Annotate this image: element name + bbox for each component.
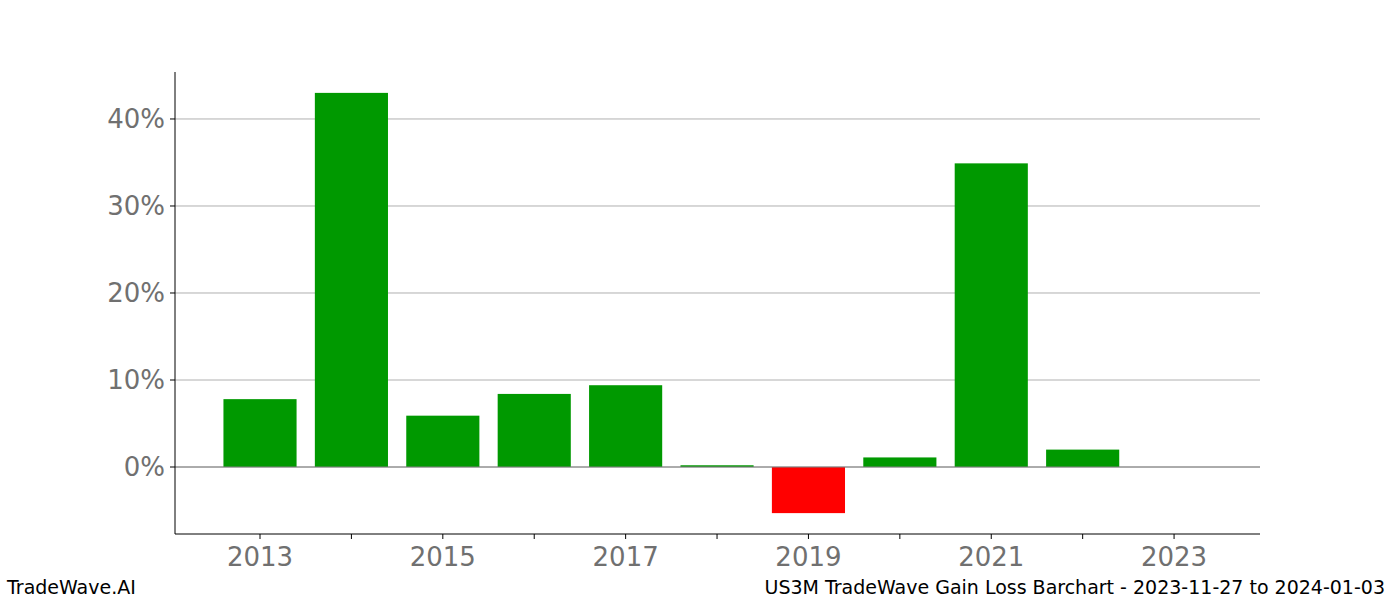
title: US3M TradeWave Gain Loss Barchart - 2023… bbox=[764, 576, 1385, 598]
bar bbox=[772, 467, 845, 513]
x-tick-label: 2023 bbox=[1141, 542, 1207, 572]
y-tick-label: 0% bbox=[124, 452, 165, 482]
x-tick bbox=[717, 534, 718, 539]
y-tick bbox=[170, 380, 175, 381]
x-tick bbox=[260, 534, 261, 539]
grid-line bbox=[175, 467, 1260, 468]
x-tick bbox=[991, 534, 992, 539]
x-tick bbox=[351, 534, 352, 539]
y-tick-label: 30% bbox=[107, 191, 165, 221]
y-tick bbox=[170, 118, 175, 119]
bar bbox=[589, 385, 662, 467]
y-tick bbox=[170, 467, 175, 468]
y-tick-label: 20% bbox=[107, 278, 165, 308]
x-tick-label: 2017 bbox=[593, 542, 659, 572]
y-tick-label: 40% bbox=[107, 104, 165, 134]
x-tick bbox=[534, 534, 535, 539]
source: TradeWave.AI bbox=[6, 576, 136, 598]
x-tick bbox=[1082, 534, 1083, 539]
bar bbox=[315, 93, 388, 467]
y-axis bbox=[175, 72, 176, 534]
bar bbox=[1046, 450, 1119, 467]
bar bbox=[863, 457, 936, 467]
bar bbox=[955, 163, 1028, 467]
x-tick-label: 2019 bbox=[775, 542, 841, 572]
zero-line bbox=[175, 467, 1260, 468]
x-tick bbox=[808, 534, 809, 539]
y-tick-label: 10% bbox=[107, 365, 165, 395]
chart: 0% 10% 20% 30% 40% 2013 2015 2017 2019 2021 2023 Tr… bbox=[0, 0, 1400, 600]
bars bbox=[223, 93, 1119, 513]
y-tick bbox=[170, 205, 175, 206]
bar bbox=[498, 394, 571, 467]
bar bbox=[223, 399, 296, 467]
y-tick bbox=[170, 292, 175, 293]
x-tick bbox=[899, 534, 900, 539]
x-tick-label: 2021 bbox=[958, 542, 1024, 572]
x-tick-label: 2013 bbox=[227, 542, 293, 572]
bar bbox=[406, 416, 479, 467]
x-tick bbox=[1174, 534, 1175, 539]
x-tick-label: 2015 bbox=[410, 542, 476, 572]
x-tick bbox=[625, 534, 626, 539]
x-tick bbox=[442, 534, 443, 539]
